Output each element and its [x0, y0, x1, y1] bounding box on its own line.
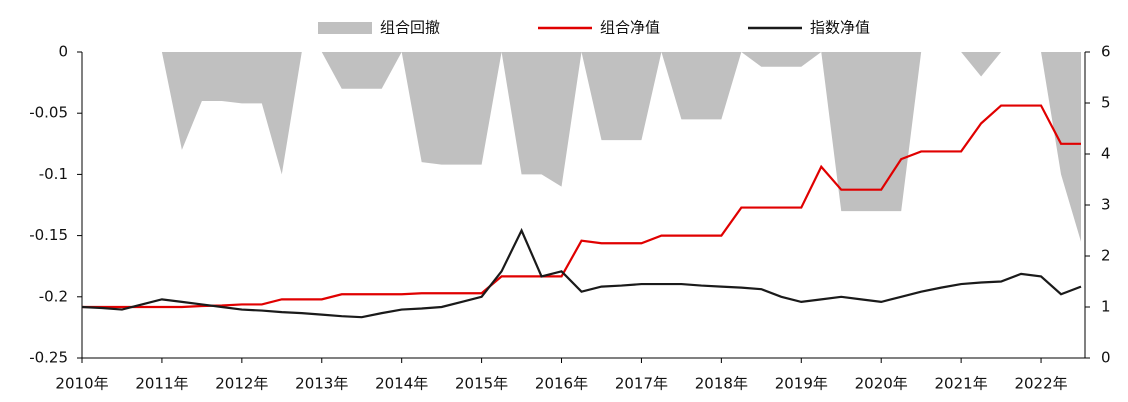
- nav-line: [81, 227, 1082, 319]
- x-tick-label: 2021年: [935, 375, 988, 393]
- x-tick-label: 2014年: [375, 375, 428, 393]
- y2-tick-label: 0: [1101, 349, 1111, 367]
- x-tick-label: 2022年: [1014, 375, 1067, 393]
- x-tick-label: 2019年: [775, 375, 828, 393]
- x-tick-label: 2018年: [695, 375, 748, 393]
- y2-tick-label: 3: [1101, 196, 1111, 214]
- y-tick-label: -0.05: [29, 104, 68, 122]
- y-tick-label: -0.2: [39, 287, 68, 305]
- y-tick-label: -0.25: [29, 349, 68, 367]
- x-tick-label: 2012年: [215, 375, 268, 393]
- x-tick-label: 2011年: [135, 375, 188, 393]
- nav-line: [82, 104, 1081, 309]
- x-tick-label: 2010年: [55, 375, 108, 393]
- y2-tick-label: 4: [1101, 145, 1111, 163]
- y-tick-label: -0.15: [29, 226, 68, 244]
- drawdown-area: [82, 52, 1082, 242]
- x-tick-label: 2017年: [615, 375, 668, 393]
- y2-tick-label: 6: [1101, 43, 1111, 61]
- y2-tick-label: 1: [1101, 298, 1111, 316]
- legend-label: 组合净值: [600, 19, 660, 37]
- y2-tick-label: 5: [1101, 94, 1111, 112]
- x-tick-label: 2013年: [295, 375, 348, 393]
- legend-swatch: [318, 22, 372, 34]
- x-tick-label: 2016年: [535, 375, 588, 393]
- x-tick-label: 2015年: [455, 375, 508, 393]
- x-tick-label: 2020年: [855, 375, 908, 393]
- y-tick-label: 0: [58, 43, 68, 61]
- legend-label: 组合回撤: [380, 19, 440, 37]
- y-tick-label: -0.1: [39, 165, 68, 183]
- legend-label: 指数净值: [810, 19, 870, 37]
- y2-tick-label: 2: [1101, 247, 1111, 265]
